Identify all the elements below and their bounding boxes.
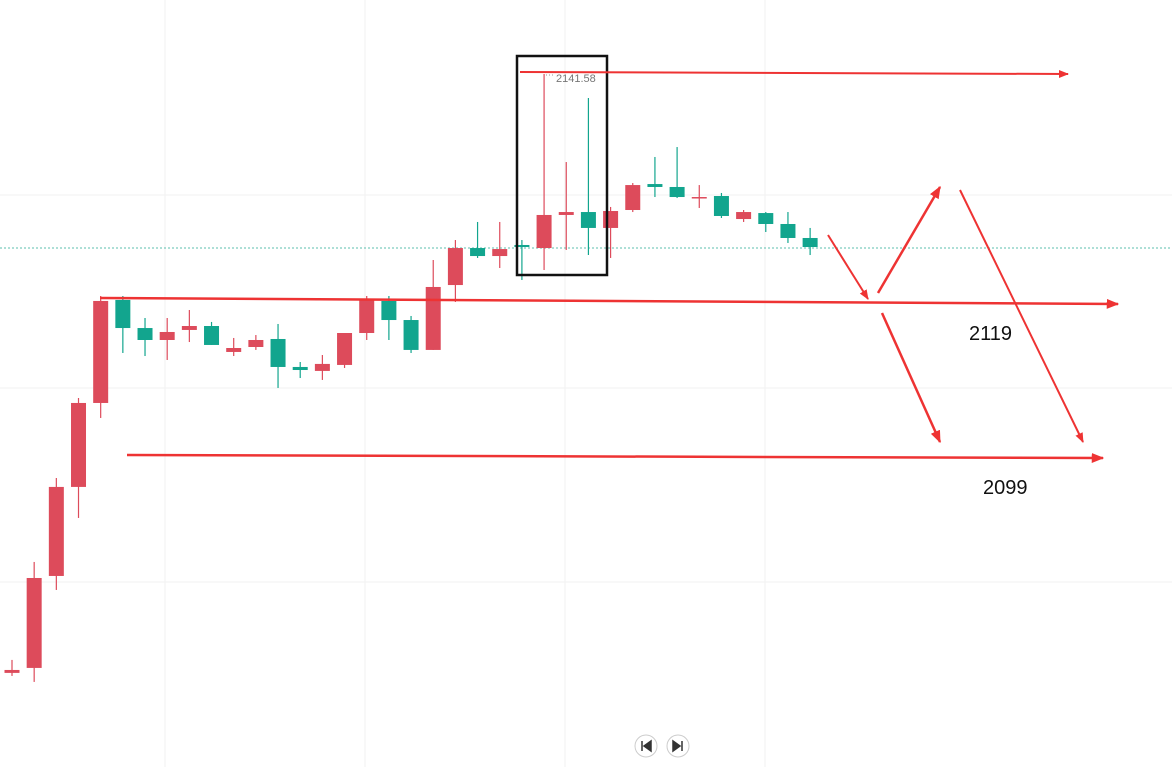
candle-body — [359, 299, 375, 334]
candle-body — [159, 331, 175, 340]
arrow — [99, 296, 1120, 309]
candle-body — [470, 248, 486, 257]
candle-body — [713, 196, 729, 216]
candle-body — [204, 326, 220, 345]
candle-body — [137, 328, 153, 340]
candle-body — [292, 366, 308, 371]
annotation-label: 2099 — [983, 477, 1028, 499]
candle-body — [48, 486, 64, 576]
arrow — [880, 312, 942, 444]
high-label: 2141.58 — [556, 73, 596, 85]
candle-body — [248, 339, 264, 347]
candle-body — [381, 300, 397, 321]
candles — [4, 74, 818, 682]
candle-body — [580, 212, 596, 228]
candle-body — [447, 248, 463, 286]
arrow — [827, 234, 869, 300]
nav-prev[interactable] — [634, 734, 658, 758]
highlight-box — [515, 54, 609, 277]
candle-body — [780, 223, 796, 238]
candle-body — [514, 244, 530, 248]
candle-body — [71, 402, 87, 487]
candle-body — [558, 212, 574, 215]
annotation-label: 2119 — [969, 323, 1012, 345]
nav-icon — [641, 739, 652, 753]
candle-body — [93, 300, 109, 403]
candle-body — [4, 669, 20, 673]
candle-body — [337, 333, 353, 365]
candle-body — [115, 299, 131, 329]
arrow — [876, 185, 942, 294]
candle-body — [270, 338, 286, 367]
candle-body — [736, 212, 752, 220]
candle-body — [26, 577, 42, 668]
arrow — [126, 452, 1105, 463]
candle-body — [314, 363, 330, 371]
candle-body — [625, 185, 641, 211]
candle-body — [536, 214, 552, 249]
annotation-arrows — [99, 69, 1120, 463]
candle-body — [603, 211, 619, 228]
nav-next[interactable] — [666, 734, 690, 758]
nav-icon — [672, 739, 683, 753]
candle-body — [181, 326, 197, 330]
arrow — [519, 69, 1069, 78]
candle-body — [425, 286, 441, 350]
candle-body — [669, 186, 685, 198]
candle-body — [691, 197, 707, 199]
candle-body — [226, 348, 242, 352]
candle-body — [758, 213, 774, 224]
candle-body — [492, 249, 508, 257]
candle-body — [802, 237, 818, 248]
candle-body — [647, 184, 663, 187]
arrow — [959, 189, 1084, 443]
candle-body — [403, 320, 419, 350]
